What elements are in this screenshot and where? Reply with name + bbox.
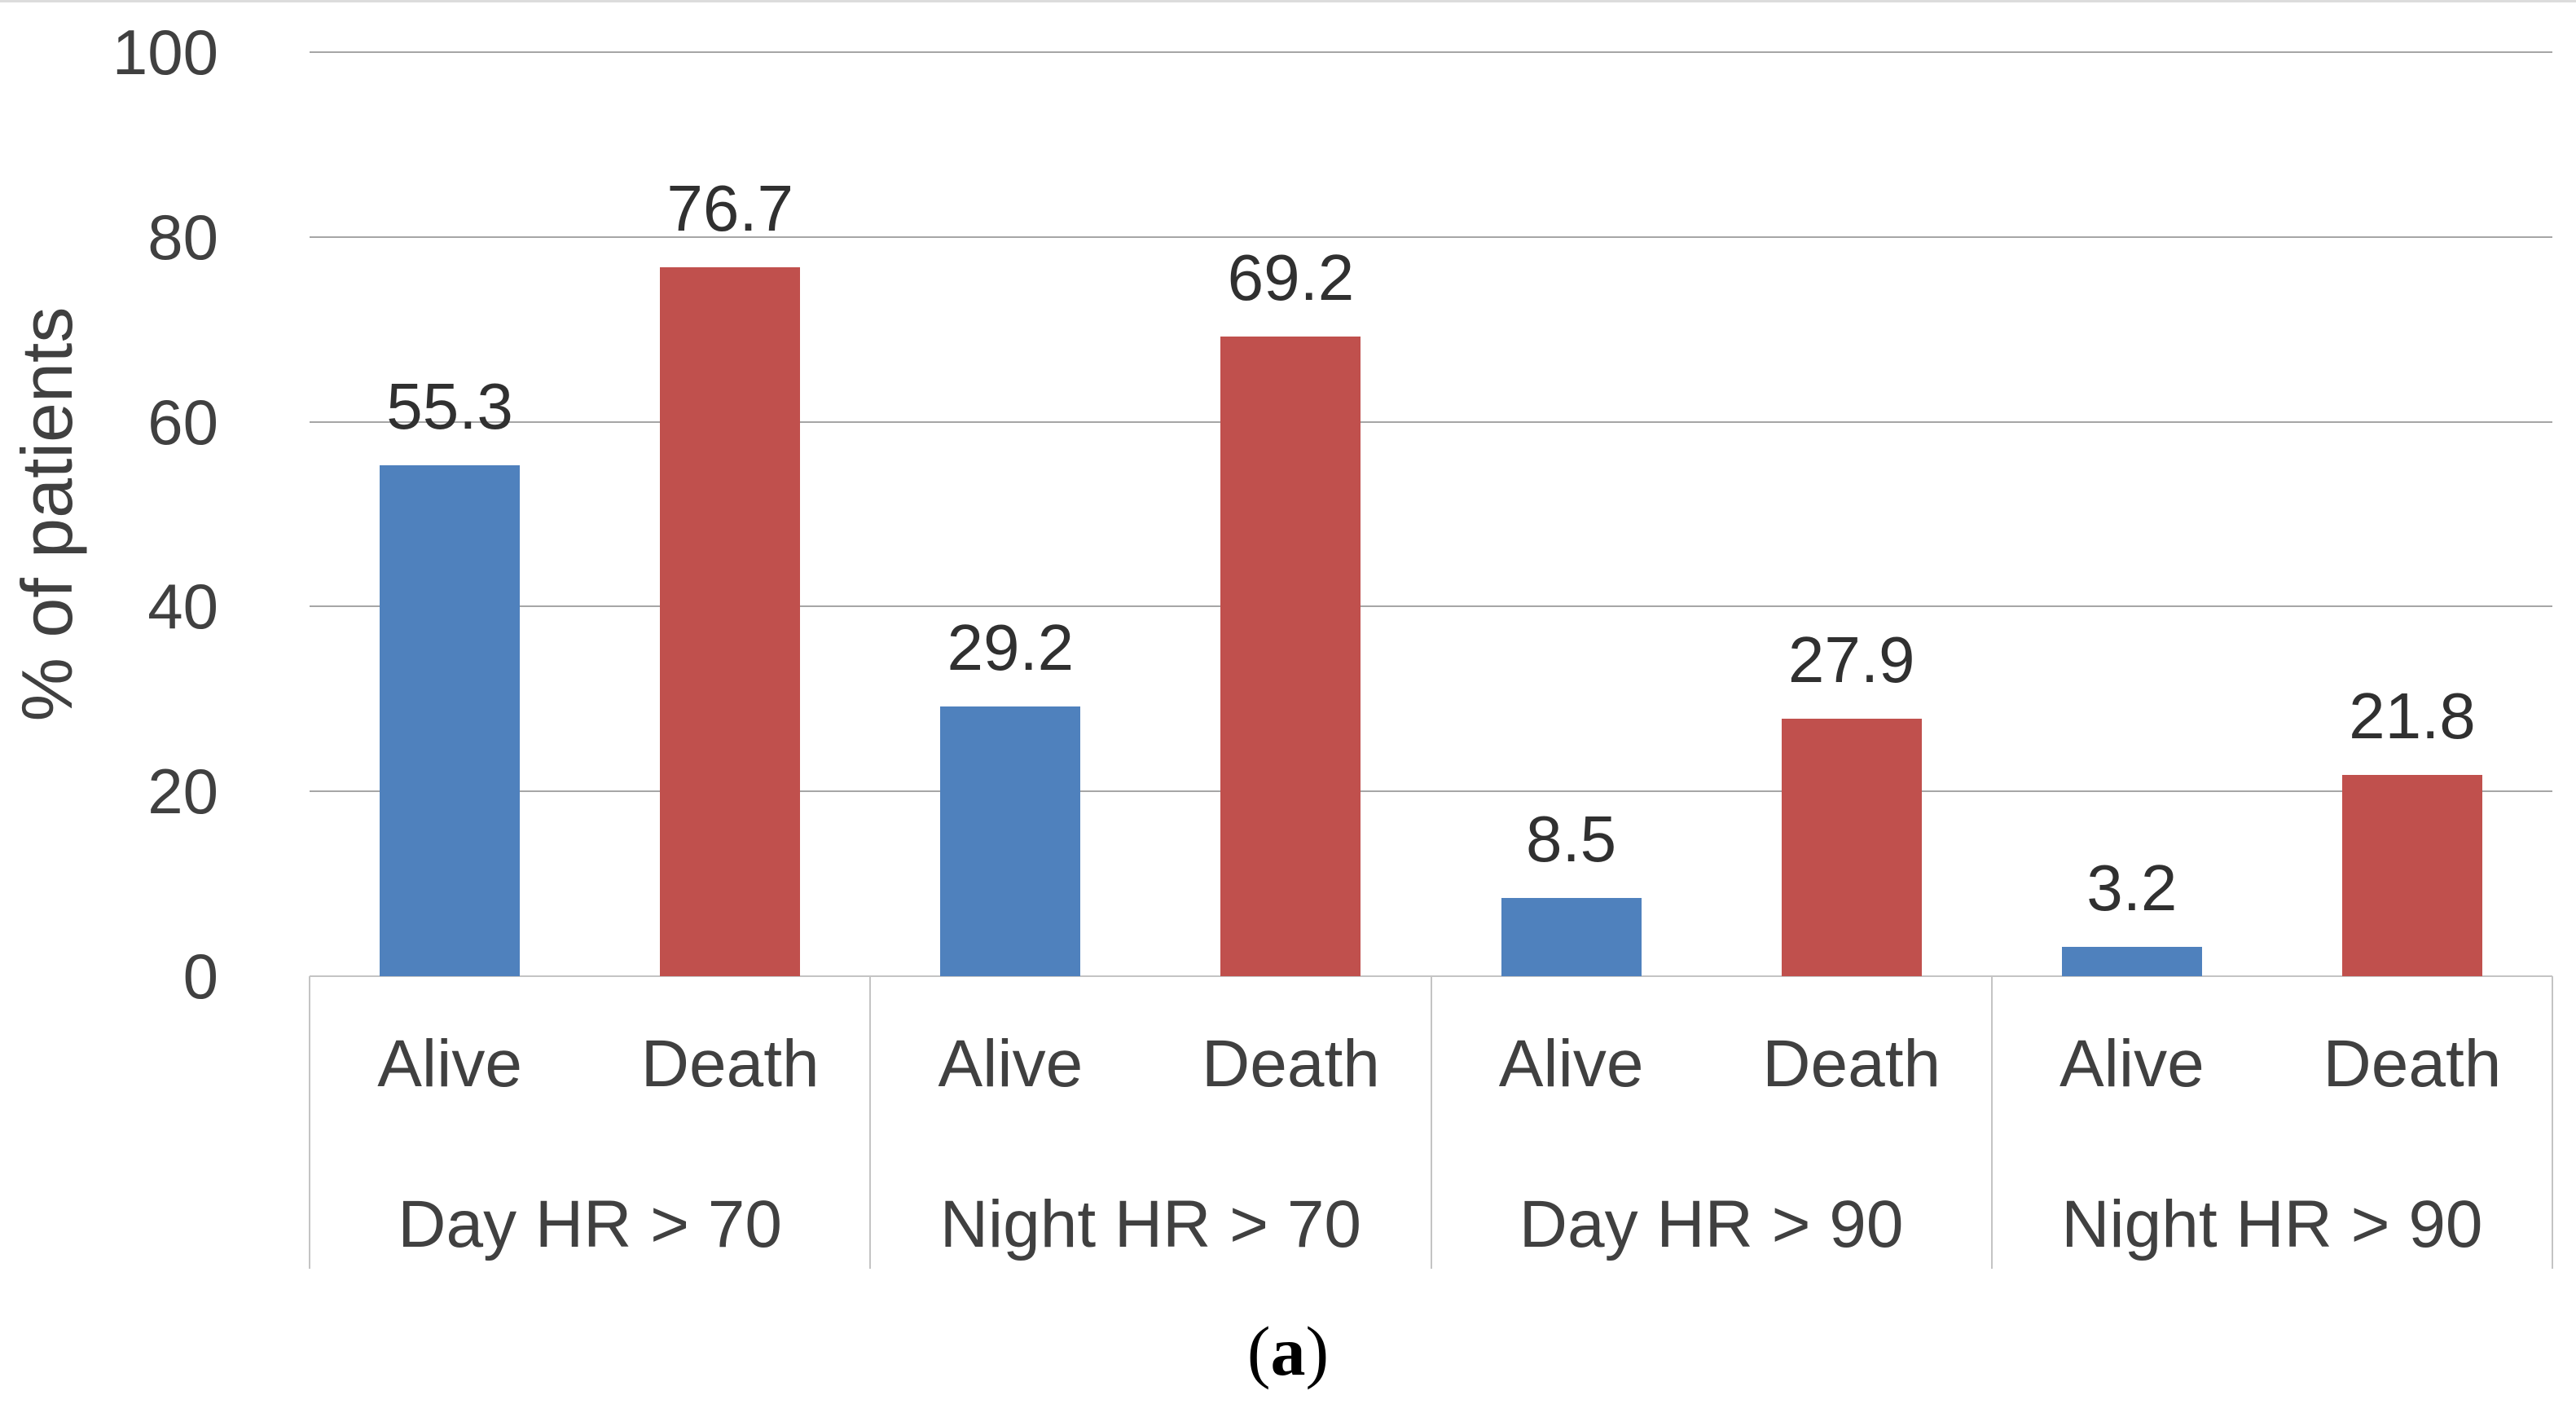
caption-close-paren: ) [1305, 1312, 1330, 1390]
value-label-alive-night-hr-70: 29.2 [947, 610, 1075, 684]
y-tick-20: 20 [147, 755, 218, 828]
gridline-60 [310, 420, 2552, 423]
value-label-alive-night-hr-90: 3.2 [2086, 851, 2178, 924]
value-label-death-night-hr-90: 21.8 [2349, 679, 2476, 752]
group-divider-1 [869, 976, 872, 1269]
category-label-alive-day-hr-70: Alive [377, 1027, 522, 1101]
category-label-death-night-hr-90: Death [2323, 1027, 2502, 1101]
category-label-alive-night-hr-70: Alive [938, 1027, 1084, 1101]
bar-alive-night-hr-90 [2061, 946, 2202, 976]
group-label-day-hr-90: Day HR > 90 [1519, 1187, 1904, 1261]
axis-box-left-border [309, 976, 310, 1269]
category-label-alive-day-hr-90: Alive [1498, 1027, 1644, 1101]
y-tick-40: 40 [147, 570, 218, 643]
bar-death-night-hr-90 [2341, 774, 2482, 976]
y-axis-title: % of patients [7, 306, 87, 722]
value-label-alive-day-hr-70: 55.3 [386, 369, 513, 442]
category-label-death-day-hr-90: Death [1762, 1027, 1941, 1101]
y-tick-0: 0 [182, 940, 218, 1012]
gridline-80 [310, 235, 2552, 238]
bar-death-night-hr-70 [1220, 337, 1361, 976]
bar-alive-day-hr-90 [1501, 897, 1642, 976]
value-label-death-night-hr-70: 69.2 [1227, 241, 1355, 315]
group-label-night-hr-90: Night HR > 90 [2061, 1187, 2483, 1261]
value-label-death-day-hr-90: 27.9 [1787, 623, 1915, 696]
axis-box-right-border [2552, 976, 2553, 1269]
bar-alive-night-hr-70 [940, 706, 1081, 976]
bar-death-day-hr-70 [660, 267, 801, 976]
figure-caption: (a) [0, 1316, 2576, 1386]
value-label-alive-day-hr-90: 8.5 [1525, 802, 1617, 875]
bar-alive-day-hr-70 [380, 464, 521, 976]
figure-top-rule [0, 0, 2576, 2]
value-label-death-day-hr-70: 76.7 [666, 172, 794, 245]
gridline-40 [310, 605, 2552, 608]
y-tick-80: 80 [147, 200, 218, 273]
y-tick-100: 100 [112, 16, 218, 88]
group-divider-2 [1430, 976, 1432, 1269]
category-label-death-day-hr-70: Death [640, 1027, 820, 1101]
y-tick-60: 60 [147, 385, 218, 458]
caption-letter: a [1270, 1312, 1306, 1390]
caption-open-paren: ( [1246, 1312, 1271, 1390]
gridline-100 [310, 51, 2552, 53]
category-label-alive-night-hr-90: Alive [2059, 1027, 2205, 1101]
group-divider-3 [1990, 976, 1993, 1269]
category-label-death-night-hr-70: Death [1202, 1027, 1380, 1101]
gridline-20 [310, 790, 2552, 793]
bar-death-day-hr-90 [1781, 718, 1922, 976]
group-label-night-hr-70: Night HR > 70 [939, 1187, 1362, 1261]
group-label-day-hr-70: Day HR > 70 [398, 1187, 782, 1261]
